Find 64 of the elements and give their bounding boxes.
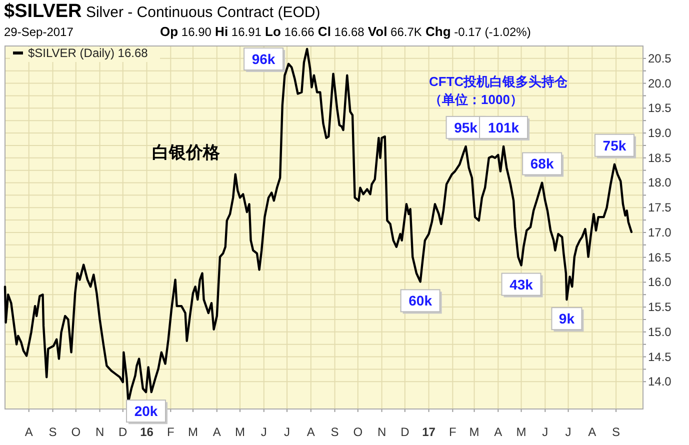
y-tick-label: 17.0 [648, 225, 672, 240]
note: 75k [594, 134, 636, 158]
note: 9k [551, 307, 584, 332]
x-tick-label: O [353, 425, 363, 439]
y-tick-label: 18.5 [648, 150, 672, 165]
note: 96k [244, 48, 286, 72]
annotation: 60k [408, 292, 432, 309]
note: 101k [479, 116, 530, 140]
note: 68k [522, 152, 564, 177]
annotation: （单位：1000） [429, 92, 523, 107]
y-tick-label: 16.0 [648, 275, 672, 290]
y-tick-label: 18.0 [648, 176, 672, 190]
y-tick-label: 19.5 [648, 101, 672, 116]
y-tick-label: 14.5 [648, 350, 672, 364]
x-tick-label: J [565, 425, 572, 439]
x-tick-label: F [166, 425, 174, 439]
x-tick-label: D [118, 425, 128, 439]
annotation: 75k [602, 137, 626, 154]
x-tick-label: N [95, 425, 104, 439]
x-tick-label: A [212, 425, 221, 439]
y-tick-label: 19.0 [648, 126, 672, 140]
annotation: 96k [252, 51, 276, 67]
annotation: 白银价格 [152, 143, 221, 162]
annotation: 101k [488, 119, 520, 136]
y-tick-label: 16.5 [648, 250, 672, 264]
x-tick-label: A [588, 425, 596, 439]
annotation: 68k [530, 156, 554, 172]
x-tick-label: S [330, 425, 339, 439]
x-tick-label: A [306, 425, 315, 439]
y-tick-label: 14.0 [648, 374, 672, 389]
x-tick-label: 17 [422, 425, 436, 439]
x-tick-label: F [449, 425, 456, 439]
y-tick-label: 15.5 [648, 300, 672, 314]
x-tick-label: M [235, 425, 246, 439]
x-tick-label: A [24, 425, 33, 439]
x-tick-label: M [188, 425, 198, 439]
note: 20k [126, 400, 168, 424]
y-tick-label: 20.5 [648, 51, 672, 66]
x-tick-label: M [469, 425, 480, 439]
x-tick-label: O [71, 425, 81, 439]
y-tick-label: 17.5 [648, 200, 672, 215]
x-tick-label: N [377, 425, 386, 439]
annotation: 20k [134, 403, 158, 420]
x-tick-label: D [400, 425, 410, 439]
x-tick-label: J [260, 425, 267, 439]
annotation: CFTC投机白银多头持仓 [429, 74, 569, 89]
chart-title: $SILVER Silver - Continuous Contract (EOD) [4, 1, 320, 22]
y-tick-label: 20.0 [648, 76, 672, 90]
x-tick-label: S [612, 425, 620, 439]
chart-subtitle: 29-Sep-2017 [4, 25, 74, 39]
y-tick-label: 15.0 [648, 324, 672, 339]
legend-label: $SILVER (Daily) 16.68 [28, 46, 148, 60]
x-tick-label: J [542, 425, 548, 439]
x-tick-label: J [284, 425, 290, 439]
annotation: 9k [558, 310, 575, 327]
annotation: 95k [454, 119, 478, 136]
x-tick-label: M [516, 425, 526, 439]
x-tick-label: 16 [140, 425, 154, 439]
note: 60k [400, 289, 442, 314]
x-tick-label: A [494, 425, 502, 439]
note: 43k [501, 272, 543, 298]
x-tick-label: S [48, 425, 57, 439]
annotation: 43k [510, 276, 534, 292]
text: Op 16.90 Hi 16.91 Lo 16.66 Cl 16.68 Vol 66.7K Chg -0.17 (-1.02%) [160, 24, 531, 39]
